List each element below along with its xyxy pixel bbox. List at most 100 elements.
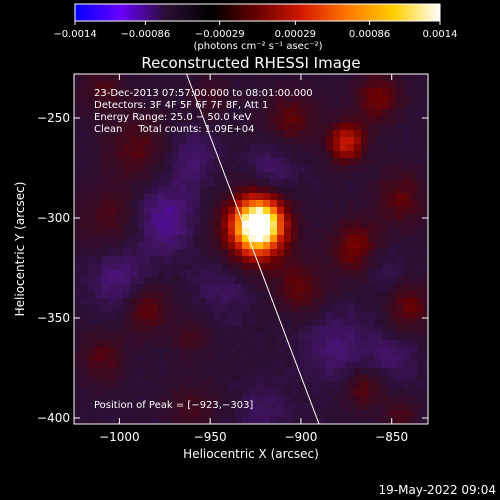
- heatmap-pixel: [410, 347, 418, 355]
- heatmap-pixel: [242, 88, 250, 96]
- heatmap-pixel: [179, 165, 187, 173]
- heatmap-pixel: [424, 368, 428, 376]
- heatmap-pixel: [137, 123, 145, 131]
- heatmap-pixel: [193, 298, 201, 306]
- heatmap-pixel: [305, 221, 313, 229]
- heatmap-pixel: [375, 116, 383, 124]
- heatmap-pixel: [158, 319, 166, 327]
- heatmap-pixel: [382, 410, 390, 418]
- heatmap-pixel: [144, 256, 152, 264]
- heatmap-pixel: [123, 200, 131, 208]
- heatmap-pixel: [242, 151, 250, 159]
- heatmap-pixel: [144, 193, 152, 201]
- heatmap-pixel: [305, 158, 313, 166]
- heatmap-pixel: [193, 375, 201, 383]
- heatmap-pixel: [263, 284, 271, 292]
- heatmap-pixel: [389, 235, 397, 243]
- heatmap-pixel: [333, 137, 341, 145]
- heatmap-pixel: [102, 130, 110, 138]
- heatmap-pixel: [172, 207, 180, 215]
- heatmap-pixel: [270, 151, 278, 159]
- heatmap-pixel: [200, 172, 208, 180]
- heatmap-pixel: [277, 326, 285, 334]
- heatmap-pixel: [417, 207, 425, 215]
- heatmap-pixel: [130, 396, 138, 404]
- heatmap-pixel: [382, 102, 390, 110]
- heatmap-pixel: [368, 116, 376, 124]
- heatmap-pixel: [158, 165, 166, 173]
- heatmap-pixel: [151, 333, 159, 341]
- heatmap-pixel: [368, 130, 376, 138]
- heatmap-pixel: [95, 137, 103, 145]
- heatmap-pixel: [291, 389, 299, 397]
- heatmap-pixel: [340, 263, 348, 271]
- heatmap-pixel: [375, 270, 383, 278]
- heatmap-pixel: [228, 277, 236, 285]
- heatmap-pixel: [389, 312, 397, 320]
- heatmap-pixel: [193, 165, 201, 173]
- heatmap-pixel: [347, 137, 355, 145]
- heatmap-pixel: [144, 242, 152, 250]
- heatmap-pixel: [368, 214, 376, 222]
- heatmap-pixel: [151, 200, 159, 208]
- heatmap-pixel: [319, 312, 327, 320]
- heatmap-pixel: [270, 319, 278, 327]
- heatmap-pixel: [186, 228, 194, 236]
- heatmap-pixel: [403, 172, 411, 180]
- heatmap-pixel: [270, 389, 278, 397]
- heatmap-pixel: [221, 116, 229, 124]
- heatmap-pixel: [74, 340, 82, 348]
- heatmap-pixel: [382, 389, 390, 397]
- heatmap-pixel: [235, 410, 243, 418]
- heatmap-pixel: [228, 228, 236, 236]
- heatmap-pixel: [81, 375, 89, 383]
- annotation-clean-counts: Clean Total counts: 1.09E+04: [94, 124, 254, 135]
- heatmap-pixel: [144, 200, 152, 208]
- heatmap-pixel: [312, 305, 320, 313]
- heatmap-pixel: [207, 319, 215, 327]
- heatmap-pixel: [354, 207, 362, 215]
- heatmap-pixel: [158, 130, 166, 138]
- heatmap-pixel: [326, 333, 334, 341]
- heatmap-pixel: [375, 326, 383, 334]
- heatmap-pixel: [298, 291, 306, 299]
- heatmap-pixel: [396, 137, 404, 145]
- heatmap-pixel: [88, 235, 96, 243]
- heatmap-pixel: [242, 319, 250, 327]
- heatmap-pixel: [207, 382, 215, 390]
- heatmap-pixel: [284, 130, 292, 138]
- heatmap-pixel: [347, 179, 355, 187]
- heatmap-pixel: [137, 116, 145, 124]
- heatmap-pixel: [263, 410, 271, 418]
- heatmap-pixel: [424, 284, 428, 292]
- heatmap-pixel: [81, 333, 89, 341]
- heatmap-pixel: [340, 228, 348, 236]
- heatmap-pixel: [396, 389, 404, 397]
- heatmap-pixel: [354, 256, 362, 264]
- heatmap-pixel: [249, 347, 257, 355]
- heatmap-pixel: [186, 186, 194, 194]
- heatmap-pixel: [186, 298, 194, 306]
- y-tick-label: −350: [37, 311, 70, 325]
- heatmap-pixel: [158, 368, 166, 376]
- heatmap-pixel: [165, 249, 173, 257]
- heatmap-pixel: [179, 137, 187, 145]
- heatmap-pixel: [235, 88, 243, 96]
- heatmap-pixel: [368, 382, 376, 390]
- heatmap-pixel: [417, 242, 425, 250]
- heatmap-pixel: [424, 186, 428, 194]
- heatmap-pixel: [88, 347, 96, 355]
- heatmap-pixel: [277, 116, 285, 124]
- heatmap-pixel: [417, 410, 425, 418]
- heatmap-pixel: [88, 312, 96, 320]
- heatmap-pixel: [144, 186, 152, 194]
- heatmap-pixel: [116, 172, 124, 180]
- heatmap-pixel: [319, 333, 327, 341]
- heatmap-pixel: [389, 95, 397, 103]
- heatmap-pixel: [207, 410, 215, 418]
- heatmap-pixel: [179, 263, 187, 271]
- heatmap-pixel: [186, 375, 194, 383]
- heatmap-pixel: [172, 95, 180, 103]
- heatmap-pixel: [88, 284, 96, 292]
- heatmap-pixel: [396, 298, 404, 306]
